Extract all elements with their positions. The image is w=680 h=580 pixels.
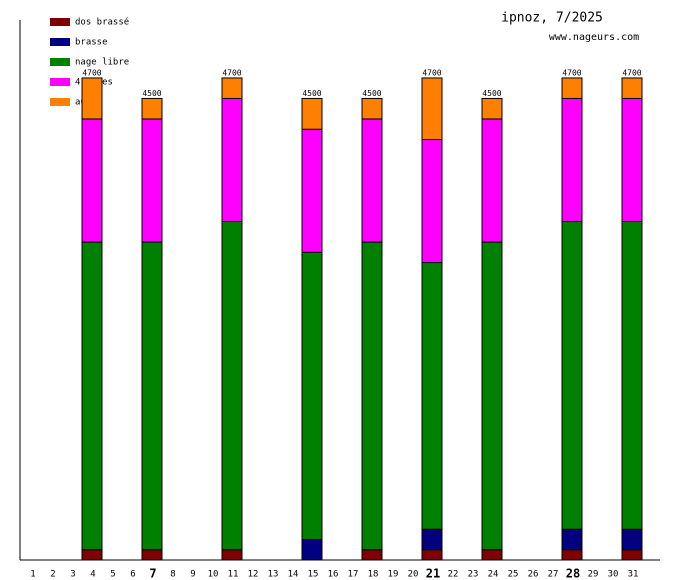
bar-segment: [301, 97, 323, 130]
total-label: 4700: [622, 68, 641, 77]
x-tick-label: 1: [30, 570, 35, 580]
legend-swatch: [50, 78, 70, 86]
bar-segment: [421, 77, 443, 140]
bar-segment: [421, 528, 443, 551]
bar-segment: [621, 528, 643, 551]
total-label: 4500: [362, 89, 381, 98]
x-tick-label: 24: [488, 570, 499, 580]
x-tick-label: 23: [468, 570, 479, 580]
x-tick-label: 8: [170, 570, 175, 580]
x-tick-label: 28: [566, 567, 580, 580]
bar-segment: [481, 97, 503, 120]
bar-segment: [141, 241, 163, 551]
bar-segment: [221, 221, 243, 551]
total-label: 4700: [82, 68, 101, 77]
bar-segment: [361, 241, 383, 551]
bar-segment: [421, 262, 443, 530]
bar-segment: [481, 241, 503, 551]
x-tick-label: 31: [628, 570, 639, 580]
x-tick-label: 18: [368, 570, 379, 580]
legend-swatch: [50, 38, 70, 46]
bar-segment: [141, 97, 163, 120]
x-tick-label: 17: [348, 570, 359, 580]
bar-segment: [221, 97, 243, 223]
bar-segment: [221, 77, 243, 99]
x-tick-label: 14: [288, 570, 299, 580]
bar-segment: [481, 549, 503, 561]
x-tick-label: 22: [448, 570, 459, 580]
bar-segment: [141, 118, 163, 243]
chart-title: ipnoz, 7/2025: [501, 11, 603, 26]
x-tick-label: 10: [208, 570, 219, 580]
x-tick-label: 5: [110, 570, 115, 580]
x-tick-label: 11: [228, 570, 239, 580]
x-tick-label: 13: [268, 570, 279, 580]
bar-segment: [561, 97, 583, 223]
x-tick-label: 27: [548, 570, 559, 580]
bar-segment: [81, 77, 103, 120]
bar-segment: [561, 528, 583, 551]
bar-segment: [141, 549, 163, 561]
bar-segment: [81, 241, 103, 551]
x-tick-label: 25: [508, 570, 519, 580]
legend-label: brasse: [75, 38, 108, 48]
x-tick-label: 16: [328, 570, 339, 580]
chart-subtitle: www.nageurs.com: [549, 32, 639, 43]
x-tick-label: 9: [190, 570, 195, 580]
x-tick-label: 7: [149, 567, 156, 580]
total-label: 4500: [302, 89, 321, 98]
bar-segment: [421, 549, 443, 561]
x-tick-label: 21: [426, 567, 440, 580]
legend-label: nage libre: [75, 58, 129, 68]
total-label: 4700: [422, 68, 441, 77]
legend-label: dos brassé: [75, 17, 129, 28]
bar-segment: [361, 97, 383, 120]
legend-swatch: [50, 18, 70, 26]
x-tick-label: 3: [70, 570, 75, 580]
bar-segment: [561, 549, 583, 561]
legend-swatch: [50, 98, 70, 106]
bar-segment: [81, 118, 103, 243]
legend-swatch: [50, 58, 70, 66]
bar-segment: [361, 118, 383, 243]
x-tick-label: 12: [248, 570, 259, 580]
bar-segment: [301, 251, 323, 540]
total-label: 4700: [562, 68, 581, 77]
total-label: 4700: [222, 68, 241, 77]
x-tick-label: 30: [608, 570, 619, 580]
x-tick-label: 2: [50, 570, 55, 580]
bar-segment: [481, 118, 503, 243]
total-label: 4500: [142, 89, 161, 98]
x-tick-label: 26: [528, 570, 539, 580]
bar-segment: [561, 221, 583, 530]
x-tick-label: 4: [90, 570, 95, 580]
bar-segment: [221, 549, 243, 561]
bar-segment: [621, 97, 643, 223]
x-tick-label: 19: [388, 570, 399, 580]
bar-segment: [561, 77, 583, 99]
bar-segment: [301, 538, 323, 561]
bar-segment: [361, 549, 383, 561]
x-tick-label: 20: [408, 570, 419, 580]
bar-segment: [301, 128, 323, 253]
bar-segment: [621, 549, 643, 561]
bar-segment: [81, 549, 103, 561]
x-tick-label: 6: [130, 570, 135, 580]
bar-segment: [421, 138, 443, 264]
x-tick-label: 29: [588, 570, 599, 580]
x-tick-label: 15: [308, 570, 319, 580]
bar-segment: [621, 77, 643, 99]
total-label: 4500: [482, 89, 501, 98]
bar-segment: [621, 221, 643, 530]
